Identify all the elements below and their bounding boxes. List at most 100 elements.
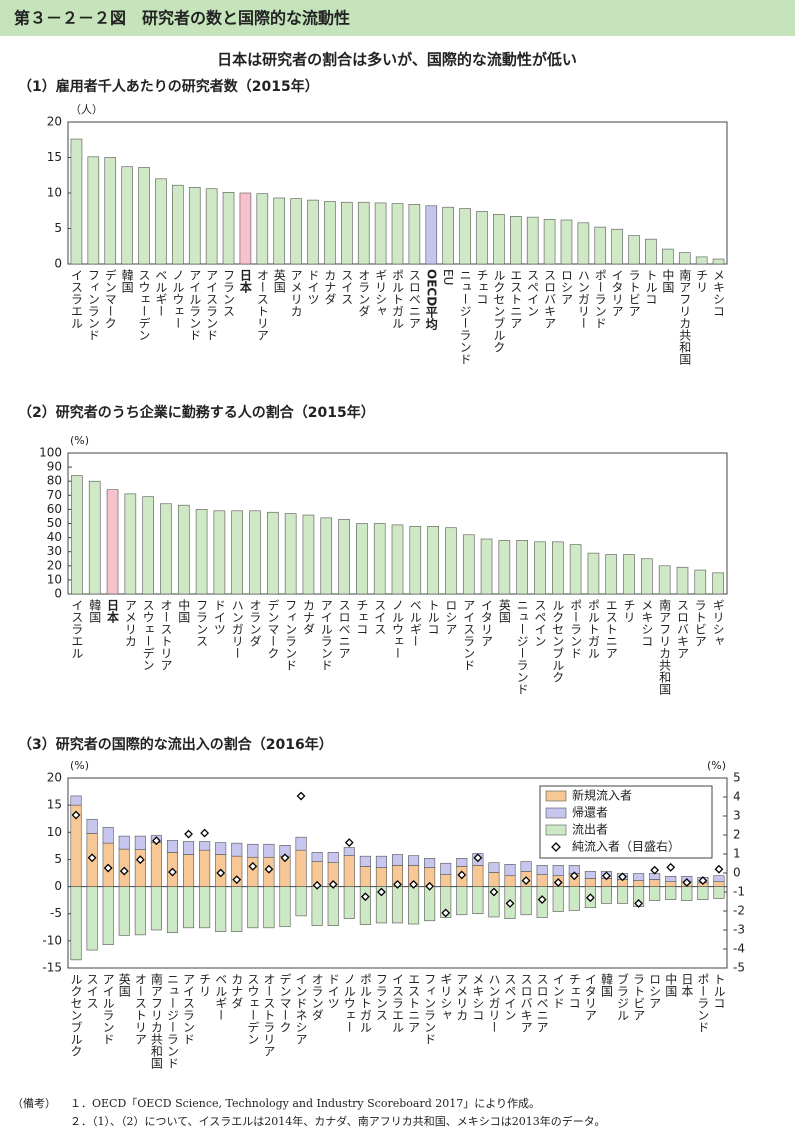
bar [375,886,387,924]
net-marker [569,871,579,881]
y-tick-label: 20 [47,771,62,785]
bar [343,855,355,887]
bar [290,198,302,265]
x-tick-label: トルコ [712,973,726,1009]
bar [391,203,404,265]
x-tick-label: ハンガリー [487,973,501,1033]
bar [440,874,452,887]
bar [256,193,269,265]
bar [611,228,623,265]
bar [70,138,83,265]
bar [552,865,564,877]
x-tick-label: 英国 [272,269,286,293]
bar [712,258,725,265]
y-tick-label: 80 [47,474,62,488]
net-marker [521,876,531,886]
x-tick-label: メキシコ [640,599,654,647]
net-marker [457,870,467,880]
net-marker [248,861,258,871]
legend-box [539,785,713,859]
bar [311,886,323,926]
bar [311,852,323,862]
net-marker [441,908,451,918]
bar [357,201,370,265]
bar [440,886,452,918]
bar [359,886,371,925]
net-marker [602,871,611,881]
x-tick-label: 英国 [117,973,131,997]
x-tick-label: スロバキア [675,599,689,659]
bar [356,523,368,595]
x-tick-label: イタリア [480,599,494,647]
x-tick-label: アイルランド [101,973,115,1045]
y-unit: (%) [70,434,89,447]
net-marker [473,853,483,863]
x-tick-label: オーストリア [133,973,147,1045]
x-tick-label: スイス [85,973,99,1009]
bar [160,503,172,595]
bar [150,842,162,887]
bar [231,886,243,932]
x-tick-label: ラトビア [693,599,707,647]
x-tick-label: ポーランド [696,973,710,1033]
x-tick-label: スイス [373,599,387,635]
bar [87,156,100,265]
bar [424,858,436,868]
x-tick-label: ギリシャ [439,973,453,1021]
y-tick-label: -5 [50,906,62,920]
bar [324,201,336,265]
bar [102,827,114,844]
x-tick-label: スウェーデン [246,973,260,1045]
x-tick-label: ドイツ [212,599,226,635]
notes-label: （備考） [12,1097,56,1110]
x-tick-label: トルコ [426,599,440,635]
net-marker [489,887,499,897]
bar [343,847,355,856]
x-tick-label: スウェーデン [137,269,151,341]
y-unit: （人） [70,103,103,116]
net-marker [296,791,306,801]
chart-title: （3）研究者の国際的な流出入の割合（2016年） [18,736,333,753]
x-tick-label: チェコ [355,599,369,635]
y-tick-label: 0 [54,879,62,893]
y-tick-label: 90 [47,460,62,474]
bar [488,886,500,918]
x-tick-label: 日本 [106,599,120,624]
y2-tick-label: -5 [733,961,745,975]
x-tick-label: スウェーデン [141,599,155,671]
y-tick-label: -10 [42,933,62,947]
bar [302,514,315,595]
net-marker [650,865,660,875]
x-tick-label: ニュージーランド [515,599,529,695]
bar [172,184,184,265]
y2-tick-label: -2 [733,904,745,918]
y-tick-label: 100 [39,446,62,460]
bar [649,879,661,887]
net-marker [216,868,226,878]
bar [488,862,500,873]
net-marker [682,878,692,887]
net-marker [585,893,595,903]
header-band [0,0,795,36]
x-tick-label: フィンランド [423,973,437,1045]
bar [584,878,596,887]
x-tick-label: アメリカ [123,599,137,647]
bar [104,157,117,265]
bar [440,862,452,875]
figure-subtitle: 日本は研究者の割合は多いが、国際的な流動性が低い [217,51,577,69]
x-tick-label: カナダ [230,973,244,1009]
y-tick-label: 5 [54,852,62,866]
net-marker [409,879,418,889]
bar [504,864,516,877]
bar [106,489,119,595]
figure-title: 第３－２－２図 研究者の数と国際的な流動性 [14,9,350,28]
bar [459,208,471,265]
bar [617,886,629,904]
legend-label: 帰還者 [572,806,608,820]
bar [462,534,475,595]
y-tick-label: 0 [54,257,62,271]
bar [155,178,167,265]
x-tick-label: ロシア [559,269,573,305]
bar [86,886,98,951]
x-tick-label: ポルトガル [586,599,600,659]
